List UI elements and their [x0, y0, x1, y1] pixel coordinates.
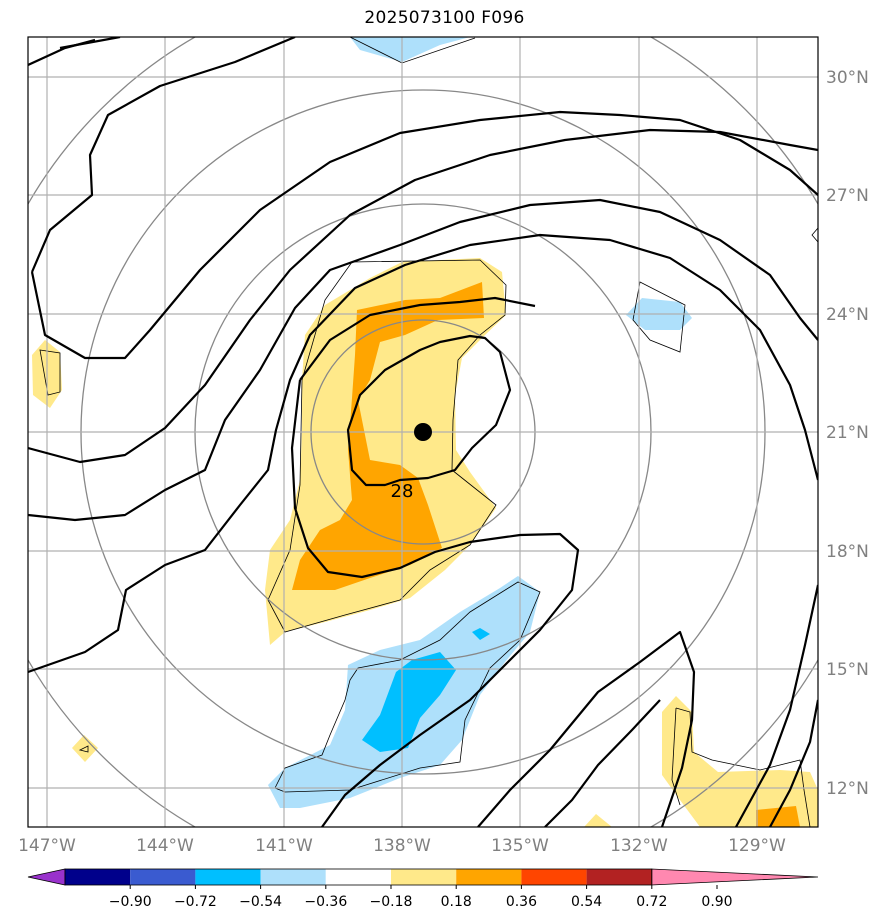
colorbar-tick-label: −0.90 — [109, 894, 152, 910]
positive-anomaly-region — [72, 735, 98, 762]
lat-label: 18°N — [826, 542, 869, 562]
colorbar-tick-label: 0.54 — [571, 894, 602, 910]
colorbar: −0.90 −0.72 −0.54 −0.36 −0.18 0.18 0.36 0.54 0.7… — [27, 868, 819, 910]
positive-anomaly-core — [292, 282, 484, 590]
height-contour — [30, 37, 296, 273]
colorbar-segment — [586, 869, 652, 885]
height-contour — [544, 699, 661, 827]
lon-label: 138°W — [373, 836, 431, 856]
colorbar-extend-min — [27, 868, 66, 886]
colorbar-segment — [65, 869, 131, 885]
colorbar-segment — [521, 869, 587, 885]
longitude-labels: 147°W 144°W 141°W 138°W 135°W 132°W 129°… — [18, 836, 786, 856]
colorbar-extend-max — [651, 868, 819, 886]
lon-label: 141°W — [255, 836, 313, 856]
colorbar-segment — [195, 869, 261, 885]
colorbar-segment — [260, 869, 326, 885]
graticule — [28, 37, 818, 827]
height-contour — [28, 38, 96, 66]
colorbar-tick-label: −0.18 — [370, 894, 413, 910]
positive-anomaly-region — [584, 814, 612, 827]
height-contour — [28, 128, 818, 464]
height-contours — [28, 37, 818, 827]
map-title: 2025073100 F096 — [364, 8, 525, 28]
colorbar-tick-label: −0.72 — [174, 894, 217, 910]
map-frame — [27, 36, 819, 828]
latitude-labels: 30°N 27°N 24°N 21°N 18°N 15°N 12°N — [826, 68, 869, 799]
height-contour — [735, 584, 818, 827]
colorbar-segment — [456, 869, 522, 885]
lon-label: 132°W — [610, 836, 668, 856]
lat-label: 21°N — [826, 423, 869, 443]
colorbar-tick-label: −0.36 — [304, 894, 347, 910]
colorbar-tick-label: −0.54 — [239, 894, 282, 910]
storm-center-marker — [414, 423, 432, 441]
lat-label: 27°N — [826, 186, 869, 206]
lon-label: 135°W — [491, 836, 549, 856]
lon-label: 144°W — [136, 836, 194, 856]
colorbar-segments — [27, 868, 819, 886]
colorbar-tick-label: 0.36 — [506, 894, 537, 910]
colorbar-segment — [391, 869, 457, 885]
colorbar-tick-label: 0.18 — [441, 894, 472, 910]
contour-label: 28 — [391, 481, 414, 502]
lat-label: 15°N — [826, 660, 869, 680]
negative-anomaly-region — [350, 37, 470, 62]
height-contour — [290, 379, 580, 827]
height-contour — [299, 296, 536, 381]
colorbar-ticks: −0.90 −0.72 −0.54 −0.36 −0.18 0.18 0.36 0.54 0.7… — [109, 885, 733, 910]
height-contour — [30, 110, 818, 360]
colorbar-tick-label: 0.90 — [701, 894, 732, 910]
lat-label: 24°N — [826, 305, 869, 325]
colorbar-segment — [130, 869, 196, 885]
colorbar-segment — [325, 869, 391, 885]
positive-anomaly-core — [756, 806, 800, 827]
map-plot-area — [28, 37, 818, 827]
lat-label: 30°N — [826, 68, 869, 88]
colorbar-outline — [64, 868, 653, 886]
lat-label: 12°N — [826, 779, 869, 799]
height-contour-28 — [346, 334, 512, 487]
height-contour — [769, 699, 818, 827]
negative-anomaly-core — [472, 628, 490, 640]
height-contour — [28, 198, 818, 522]
height-contour — [28, 233, 818, 674]
lon-label: 147°W — [18, 836, 76, 856]
lon-label: 129°W — [728, 836, 786, 856]
colorbar-tick-label: 0.72 — [636, 894, 667, 910]
height-contour — [477, 630, 696, 827]
negative-anomaly-core — [362, 652, 456, 752]
